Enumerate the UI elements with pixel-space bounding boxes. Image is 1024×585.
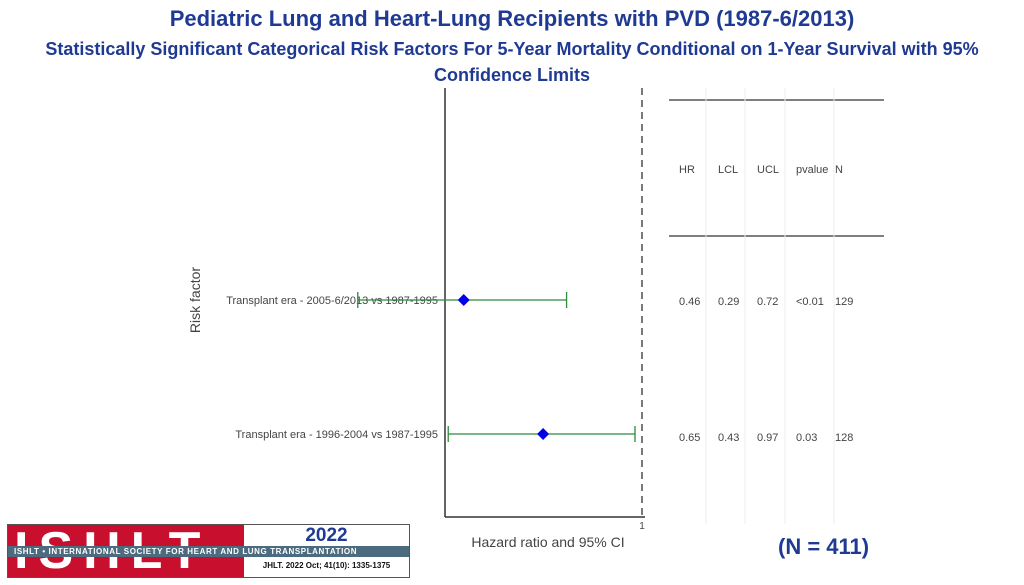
table-header-ucl: UCL <box>757 164 779 176</box>
logo-citation: JHLT. 2022 Oct; 41(10): 1335-1375 <box>262 561 391 570</box>
chart-subtitle: Statistically Significant Categorical Ri… <box>45 39 979 85</box>
table-cell-pvalue: <0.01 <box>796 296 824 308</box>
table-cell-ucl: 0.72 <box>757 296 778 308</box>
table-cell-lcl: 0.43 <box>718 432 739 444</box>
table-cell-n: 129 <box>835 296 853 308</box>
logo-band-text: ISHLT • INTERNATIONAL SOCIETY FOR HEART … <box>8 546 409 557</box>
table-cell-ucl: 0.97 <box>757 432 778 444</box>
chart-title: Pediatric Lung and Heart-Lung Recipients… <box>169 6 855 31</box>
x-axis-label: Hazard ratio and 95% CI <box>471 534 624 550</box>
hazard-ratio-marker <box>457 294 470 306</box>
table-header-hr: HR <box>679 164 695 176</box>
table-cell-n: 128 <box>835 432 853 444</box>
sample-size-label: (N = 411) <box>778 534 870 559</box>
table-header-lcl: LCL <box>718 164 738 176</box>
ishlt-logo: ISHLT ISHLT • INTERNATIONAL SOCIETY FOR … <box>7 524 410 578</box>
table-header-n: N <box>835 164 843 176</box>
table-cell-lcl: 0.29 <box>718 296 739 308</box>
logo-year: 2022 <box>305 525 348 546</box>
table-cell-pvalue: 0.03 <box>796 432 817 444</box>
table-cell-hr: 0.46 <box>679 296 700 308</box>
risk-factor-label: Transplant era - 1996-2004 vs 1987-1995 <box>235 429 438 441</box>
table-cell-hr: 0.65 <box>679 432 700 444</box>
risk-factor-label: Transplant era - 2005-6/2013 vs 1987-199… <box>226 295 438 307</box>
hazard-ratio-marker <box>537 428 550 440</box>
table-header-pvalue: pvalue <box>796 164 828 176</box>
y-axis-label: Risk factor <box>187 267 203 333</box>
x-tick-label-1: 1 <box>639 521 645 532</box>
